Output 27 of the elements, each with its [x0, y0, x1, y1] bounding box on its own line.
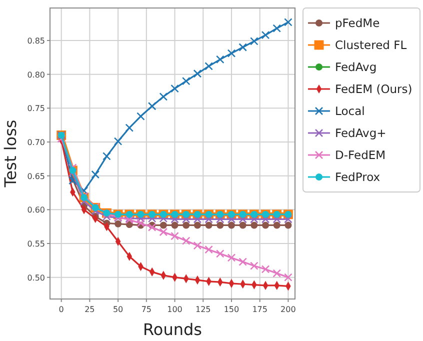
legend-label: Clustered FL [335, 38, 408, 52]
y-tick-label: 0.70 [27, 138, 45, 147]
legend-label: Local [335, 104, 365, 118]
x-tick-label: 25 [84, 305, 95, 314]
x-tick-label: 100 [167, 305, 182, 314]
x-tick-label: 150 [224, 305, 240, 314]
y-axis-title: Test loss [1, 120, 20, 188]
x-tick-label: 125 [195, 305, 211, 314]
x-tick-label: 75 [141, 305, 152, 314]
legend-label: pFedMe [335, 16, 380, 30]
y-tick-label: 0.85 [27, 36, 45, 46]
legend-label: FedAvg+ [335, 126, 386, 140]
legend-label: D-FedEM [335, 148, 386, 162]
x-tick-label: 175 [252, 305, 268, 314]
y-tick-label: 0.60 [27, 206, 45, 215]
x-tick-label: 0 [58, 305, 64, 314]
y-tick-label: 0.50 [27, 273, 45, 282]
x-tick-label: 50 [112, 305, 124, 314]
y-tick-label: 0.65 [27, 172, 45, 181]
legend-label: FedAvg [335, 60, 377, 74]
x-axis-title: Rounds [143, 320, 202, 339]
legend-label: FedEM (Ours) [335, 82, 412, 96]
y-tick-label: 0.80 [27, 70, 45, 80]
y-tick-label: 0.55 [27, 240, 45, 249]
y-tick-label: 0.75 [27, 104, 45, 114]
x-tick-label: 200 [280, 305, 296, 314]
legend-label: FedProx [335, 170, 380, 184]
